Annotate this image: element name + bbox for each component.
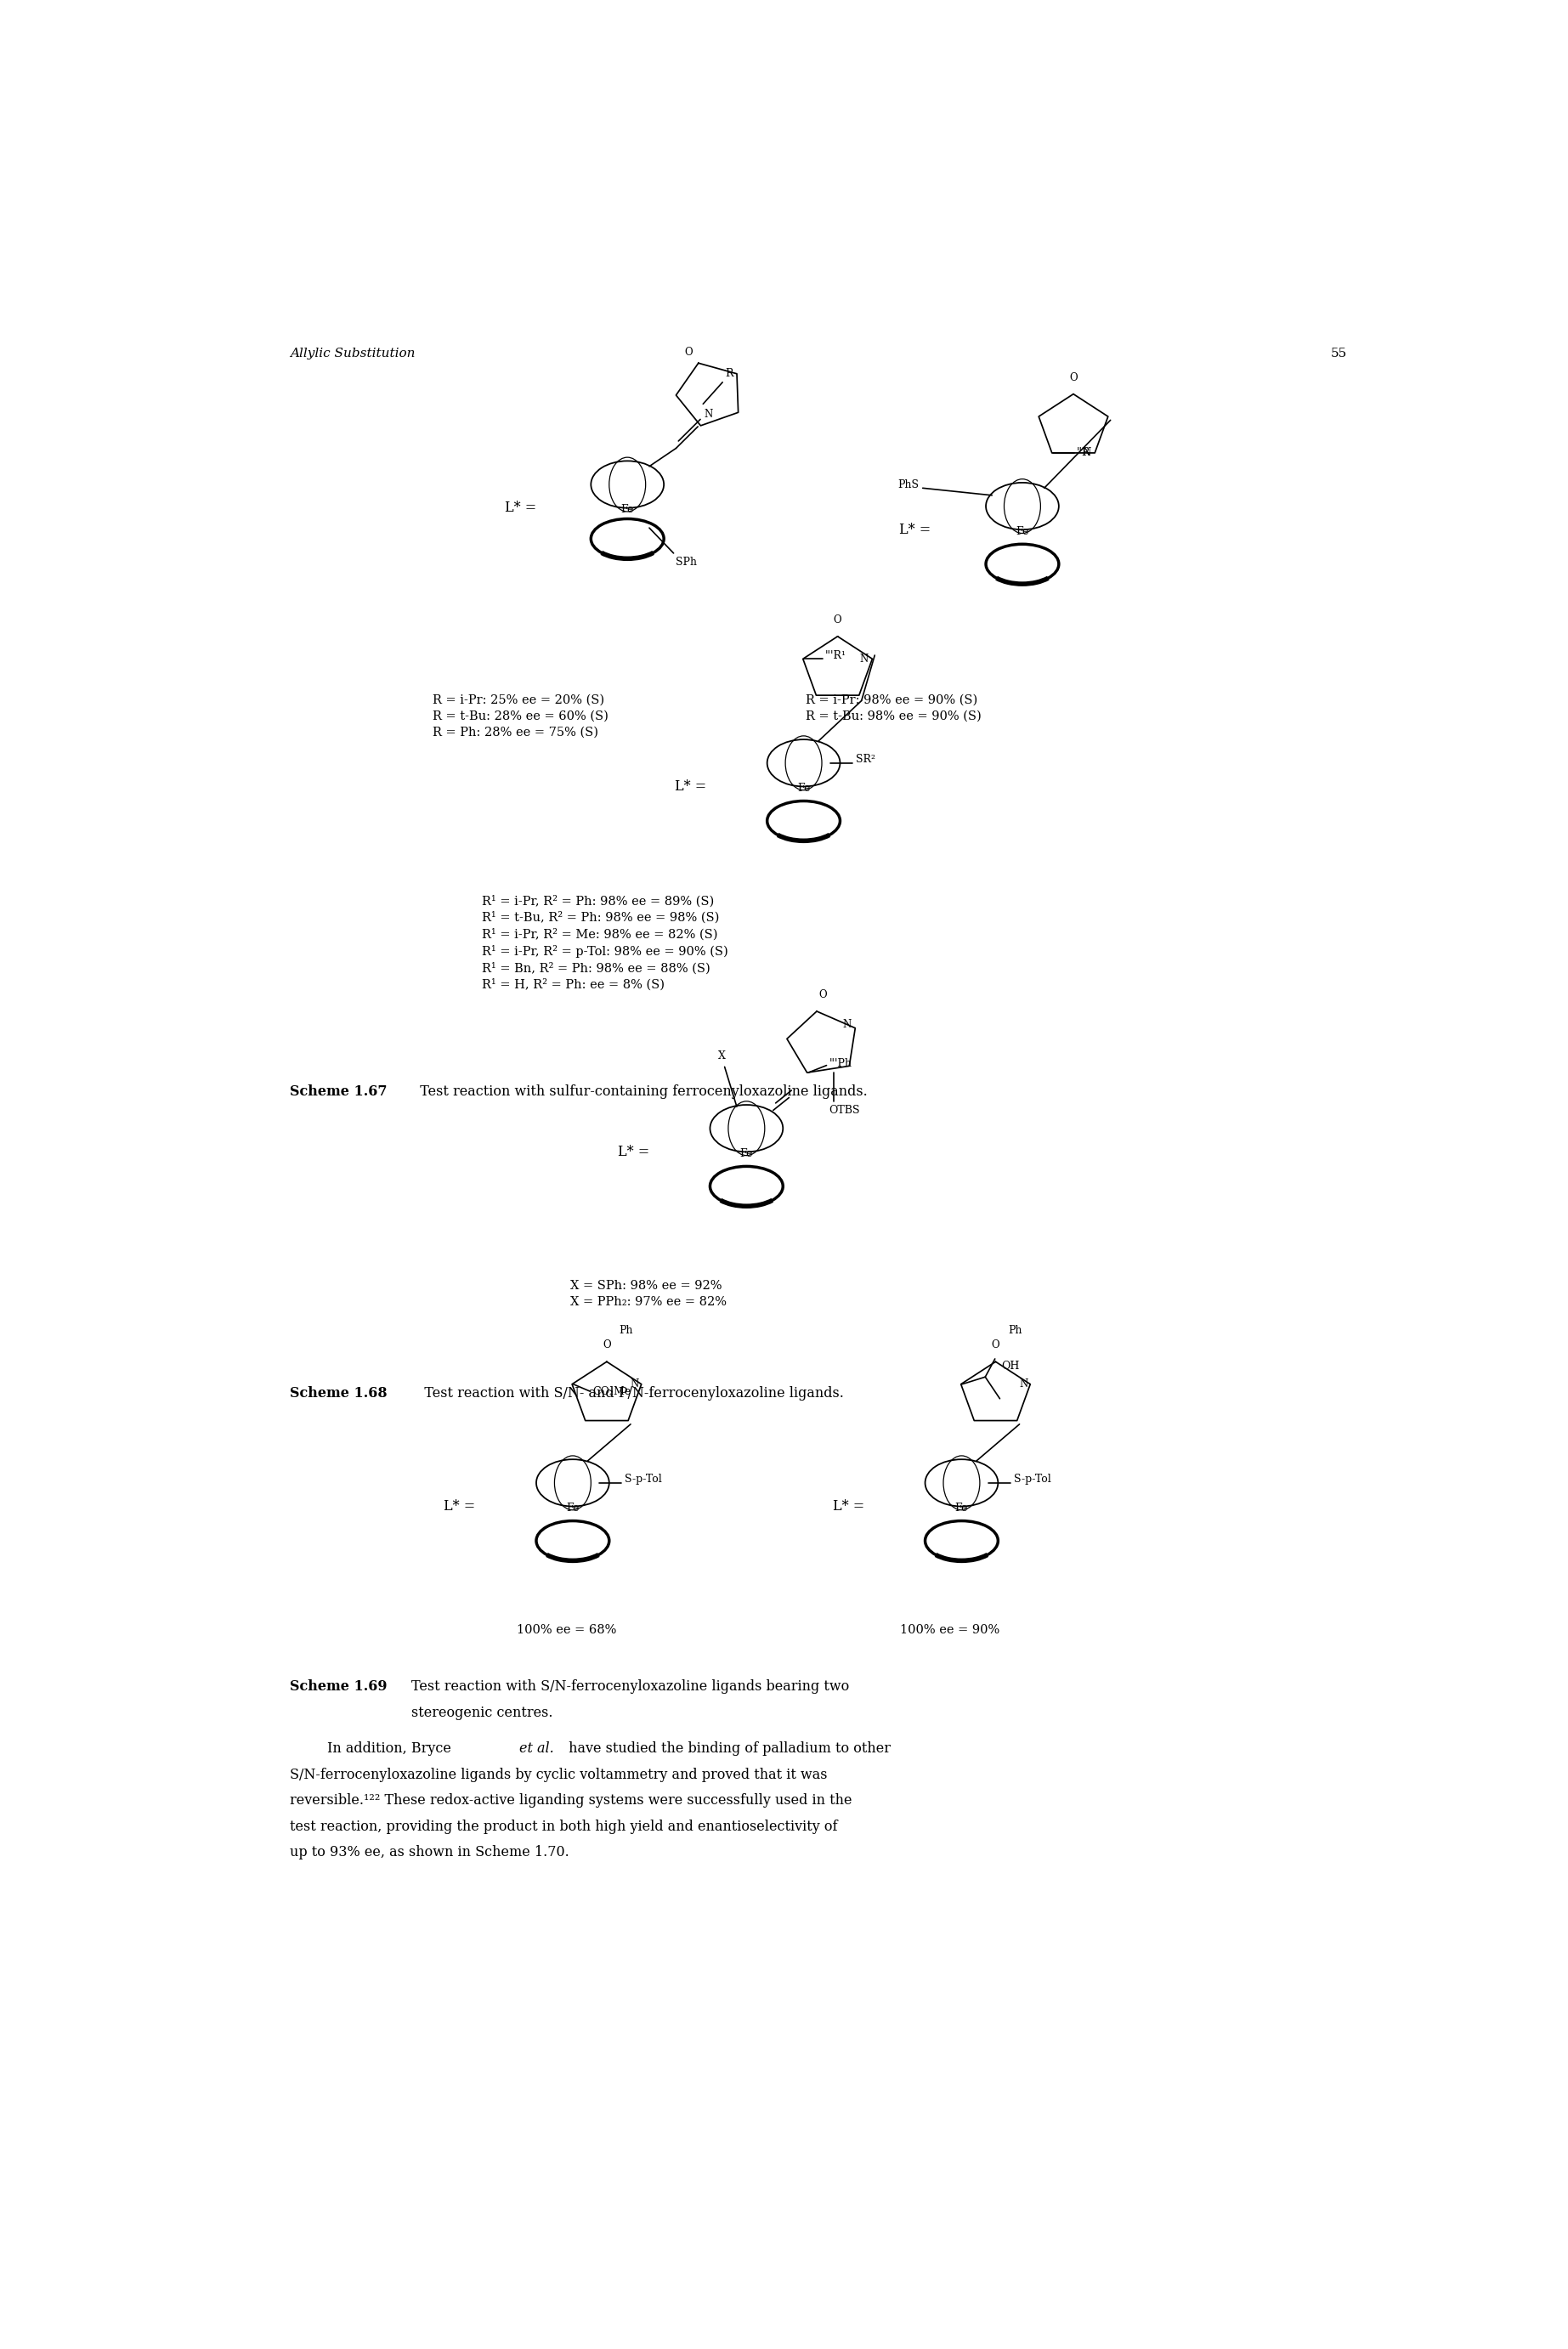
Text: Ph: Ph — [1008, 1325, 1022, 1337]
Text: X = SPh: 98% ee = 92%
X = PPh₂: 97% ee = 82%: X = SPh: 98% ee = 92% X = PPh₂: 97% ee =… — [571, 1280, 726, 1308]
Text: up to 93% ee, as shown in Scheme 1.70.: up to 93% ee, as shown in Scheme 1.70. — [290, 1846, 569, 1860]
Text: Test reaction with sulfur-containing ferrocenyloxazoline ligands.: Test reaction with sulfur-containing fer… — [411, 1083, 867, 1099]
Text: In addition, Bryce: In addition, Bryce — [328, 1741, 456, 1757]
Text: R¹ = i-Pr, R² = Ph: 98% ee = 89% (S)
R¹ = t-Bu, R² = Ph: 98% ee = 98% (S)
R¹ = i: R¹ = i-Pr, R² = Ph: 98% ee = 89% (S) R¹ … — [481, 895, 728, 991]
Text: L* =: L* = — [833, 1499, 864, 1513]
Text: S/N-ferrocenyloxazoline ligands by cyclic voltammetry and proved that it was: S/N-ferrocenyloxazoline ligands by cycli… — [290, 1766, 826, 1783]
Text: N: N — [630, 1379, 640, 1391]
Text: SPh: SPh — [676, 557, 698, 568]
Text: O: O — [834, 615, 842, 625]
Text: N: N — [859, 653, 869, 665]
Text: OTBS: OTBS — [829, 1104, 859, 1116]
Text: 100% ee = 90%: 100% ee = 90% — [900, 1623, 999, 1635]
Text: R: R — [724, 366, 732, 378]
Text: CO₂Me: CO₂Me — [593, 1386, 632, 1398]
Text: Fe: Fe — [566, 1503, 579, 1513]
Text: O: O — [1069, 371, 1077, 383]
Text: Fe: Fe — [740, 1149, 753, 1158]
Text: reversible.¹²² These redox-active liganding systems were successfully used in th: reversible.¹²² These redox-active ligand… — [290, 1792, 851, 1809]
Text: '''R¹: '''R¹ — [825, 651, 847, 660]
Text: Scheme 1.69: Scheme 1.69 — [290, 1680, 387, 1694]
Text: et al.: et al. — [519, 1741, 554, 1757]
Text: '''Ph: '''Ph — [829, 1057, 851, 1069]
Text: stereogenic centres.: stereogenic centres. — [411, 1705, 552, 1719]
Text: Fe: Fe — [621, 505, 633, 514]
Text: R = i-Pr: 98% ee = 90% (S)
R = t-Bu: 98% ee = 90% (S): R = i-Pr: 98% ee = 90% (S) R = t-Bu: 98%… — [806, 695, 982, 721]
Text: X: X — [718, 1050, 726, 1062]
Text: Test reaction with S/N- and P/N-ferrocenyloxazoline ligands.: Test reaction with S/N- and P/N-ferrocen… — [411, 1386, 844, 1400]
Text: 55: 55 — [1330, 348, 1347, 359]
Text: Fe: Fe — [1016, 526, 1029, 538]
Text: N: N — [704, 409, 713, 420]
Text: Fe: Fe — [955, 1503, 967, 1513]
Text: L* =: L* = — [505, 500, 536, 514]
Text: test reaction, providing the product in both high yield and enantioselectivity o: test reaction, providing the product in … — [290, 1820, 837, 1835]
Text: OH: OH — [1000, 1360, 1019, 1372]
Text: L* =: L* = — [444, 1499, 475, 1513]
Text: Ph: Ph — [619, 1325, 633, 1337]
Text: have studied the binding of palladium to other: have studied the binding of palladium to… — [564, 1741, 891, 1757]
Text: L* =: L* = — [674, 780, 706, 794]
Text: Fe: Fe — [797, 782, 811, 794]
Text: O: O — [818, 989, 828, 1001]
Text: L* =: L* = — [900, 521, 931, 538]
Text: PhS: PhS — [898, 479, 919, 491]
Text: SR²: SR² — [856, 754, 875, 766]
Text: N: N — [844, 1019, 851, 1029]
Text: O: O — [684, 348, 693, 357]
Text: S-p-Tol: S-p-Tol — [1014, 1473, 1051, 1485]
Text: 100% ee = 68%: 100% ee = 68% — [517, 1623, 616, 1635]
Text: O: O — [602, 1339, 612, 1351]
Text: O: O — [991, 1339, 1000, 1351]
Text: L* =: L* = — [618, 1144, 649, 1158]
Text: Scheme 1.68: Scheme 1.68 — [290, 1386, 387, 1400]
Text: Test reaction with S/N-ferrocenyloxazoline ligands bearing two: Test reaction with S/N-ferrocenyloxazoli… — [411, 1680, 848, 1694]
Text: Scheme 1.67: Scheme 1.67 — [290, 1083, 387, 1099]
Text: N: N — [1082, 446, 1091, 458]
Text: Allylic Substitution: Allylic Substitution — [290, 348, 416, 359]
Text: ''R: ''R — [1076, 446, 1090, 458]
Text: N: N — [1019, 1379, 1029, 1391]
Text: S-p-Tol: S-p-Tol — [626, 1473, 662, 1485]
Text: R = i-Pr: 25% ee = 20% (S)
R = t-Bu: 28% ee = 60% (S)
R = Ph: 28% ee = 75% (S): R = i-Pr: 25% ee = 20% (S) R = t-Bu: 28%… — [433, 695, 608, 738]
